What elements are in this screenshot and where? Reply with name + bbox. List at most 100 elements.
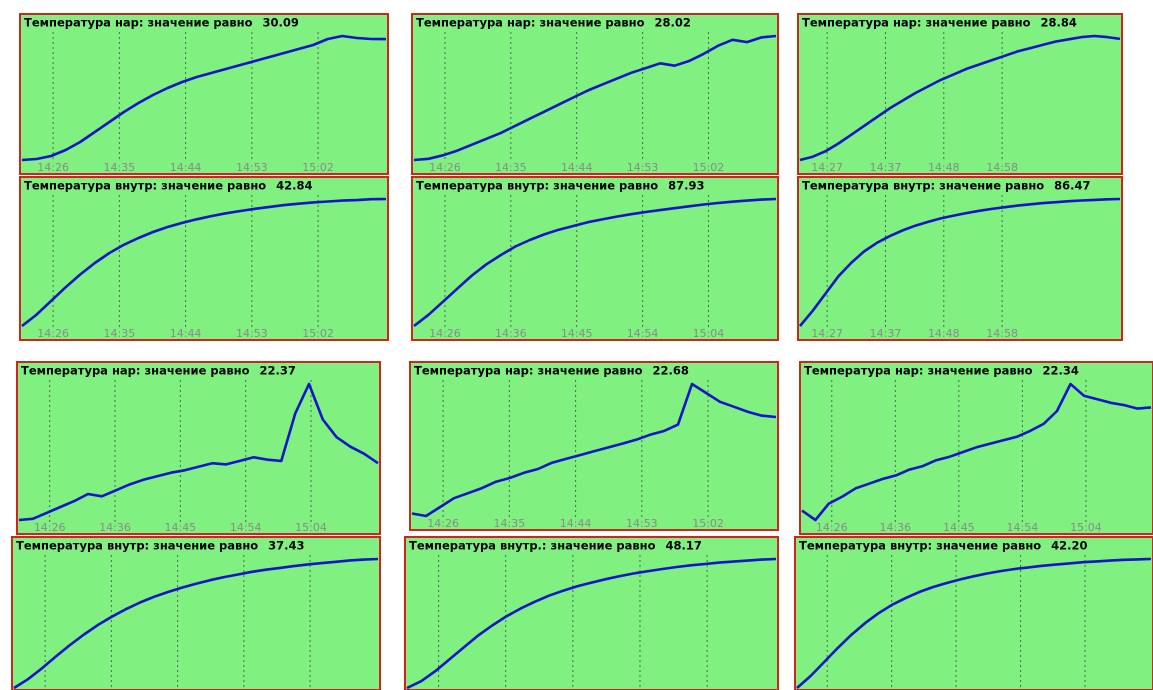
- x-tick-label: 14:26: [429, 161, 461, 174]
- series-line: [21, 197, 387, 328]
- series-line: [13, 557, 379, 690]
- x-tick-label: 14:45: [943, 521, 975, 534]
- panel-bg: [798, 177, 1122, 340]
- series-line: [406, 557, 777, 690]
- panel-border: [794, 536, 1153, 690]
- series-line: [799, 34, 1121, 162]
- x-tick-label: 14:53: [236, 327, 268, 340]
- panel: 14:27 14:37 14:48 14:58 Температура нар: зна…: [797, 13, 1123, 175]
- x-tick-label: 14:26: [816, 521, 848, 534]
- panel-bg: [405, 537, 778, 690]
- panel-border: [404, 536, 779, 690]
- panel-title: Температура внутр: значение равно: [24, 179, 266, 193]
- x-tick-label: 14:26: [37, 161, 69, 174]
- x-tick-label: 15:02: [692, 517, 724, 530]
- series-line: [801, 382, 1152, 522]
- panel: Температура внутр: значение равно 42.20: [794, 536, 1153, 690]
- x-tick-label: 14:48: [928, 161, 960, 174]
- x-tick-label: 14:37: [870, 327, 902, 340]
- x-tick-label: 14:44: [170, 327, 202, 340]
- x-tick-label: 14:27: [811, 327, 843, 340]
- x-tick-label: 14:53: [236, 161, 268, 174]
- x-tick-label: 14:26: [427, 517, 459, 530]
- panel-bg: [12, 537, 380, 690]
- panel-title: Температура нар: значение равно: [802, 16, 1031, 30]
- series-line: [21, 34, 387, 162]
- x-tick-label: 14:58: [986, 327, 1018, 340]
- series-line: [18, 382, 379, 522]
- series-line: [413, 34, 777, 162]
- panel: 14:26 14:35 14:44 14:53 15:02 Температура вну…: [19, 176, 389, 341]
- panel-bg: [17, 362, 380, 534]
- x-tick-label: 14:54: [230, 521, 262, 534]
- panel-value: 30.09: [262, 16, 298, 30]
- panel: 14:26 14:36 14:45 14:54 15:04 Температура нар…: [799, 361, 1153, 535]
- panel-title: Температура внутр.: значение равно: [409, 539, 656, 553]
- x-tick-label: 14:45: [561, 327, 593, 340]
- panel-border: [19, 176, 389, 341]
- x-tick-label: 14:36: [879, 521, 911, 534]
- panel-border: [799, 361, 1153, 535]
- panel-title: Температура внутр: значение равно: [416, 179, 658, 193]
- series-line: [411, 382, 777, 518]
- panel-bg: [20, 177, 388, 340]
- panel-value: 42.20: [1051, 539, 1087, 553]
- x-tick-label: 15:04: [1070, 521, 1102, 534]
- x-tick-label: 14:44: [170, 161, 202, 174]
- series-line: [799, 197, 1121, 327]
- x-tick-label: 14:35: [495, 161, 527, 174]
- x-tick-label: 15:02: [302, 327, 334, 340]
- panel: Температура внутр: значение равно 37.43: [11, 536, 381, 690]
- x-tick-label: 14:44: [561, 161, 593, 174]
- x-tick-label: 14:45: [164, 521, 196, 534]
- panel: 14:26 14:35 14:44 14:53 15:02 Температура нар…: [409, 361, 779, 531]
- x-tick-label: 14:54: [1007, 521, 1039, 534]
- panel-border: [797, 176, 1123, 341]
- panel: 14:27 14:37 14:48 14:58 Температура внутр: з…: [797, 176, 1123, 341]
- x-tick-label: 14:27: [811, 161, 843, 174]
- panel-value: 42.84: [276, 179, 312, 193]
- x-tick-label: 14:36: [495, 327, 527, 340]
- x-tick-label: 15:04: [295, 521, 327, 534]
- panel-bg: [410, 362, 778, 530]
- panel-title: Температура внутр: значение равно: [16, 539, 258, 553]
- panel-border: [411, 176, 779, 341]
- panel-value: 87.93: [668, 179, 704, 193]
- panel-title: Температура нар: значение равно: [414, 364, 643, 378]
- x-tick-label: 15:02: [693, 161, 725, 174]
- panel-value: 86.47: [1054, 179, 1090, 193]
- x-tick-label: 14:26: [37, 327, 69, 340]
- panel-border: [411, 13, 779, 175]
- x-tick-label: 15:04: [693, 327, 725, 340]
- x-tick-label: 14:35: [494, 517, 526, 530]
- panel-border: [16, 361, 381, 535]
- panel-title: Температура нар: значение равно: [21, 364, 250, 378]
- panel-title: Температура нар: значение равно: [804, 364, 1033, 378]
- x-tick-label: 14:48: [928, 327, 960, 340]
- panel-border: [797, 13, 1123, 175]
- panel-title: Температура нар: значение равно: [416, 16, 645, 30]
- x-tick-label: 14:26: [429, 327, 461, 340]
- x-tick-label: 15:02: [302, 161, 334, 174]
- panel: 14:26 14:35 14:44 14:53 15:02 Температура нар…: [19, 13, 389, 175]
- panel-value: 22.37: [259, 364, 295, 378]
- panel-value: 28.02: [654, 16, 690, 30]
- panel: 14:26 14:36 14:45 14:54 15:04 Температура нар…: [16, 361, 381, 535]
- x-tick-label: 14:54: [627, 327, 659, 340]
- x-tick-label: 14:26: [34, 521, 66, 534]
- panel-bg: [412, 14, 778, 174]
- panel-value: 22.68: [652, 364, 688, 378]
- panel-border: [19, 13, 389, 175]
- panel: Температура внутр.: значение равно 48.17: [404, 536, 779, 690]
- panel-value: 37.43: [268, 539, 304, 553]
- panel: 14:26 14:35 14:44 14:53 15:02 Температура нар…: [411, 13, 779, 175]
- x-tick-label: 14:44: [560, 517, 592, 530]
- series-line: [796, 557, 1152, 689]
- x-tick-label: 14:53: [626, 517, 658, 530]
- panel-value: 28.84: [1040, 16, 1076, 30]
- x-tick-label: 14:36: [99, 521, 131, 534]
- panel-border: [11, 536, 381, 690]
- x-tick-label: 14:58: [986, 161, 1018, 174]
- series-line: [413, 197, 777, 328]
